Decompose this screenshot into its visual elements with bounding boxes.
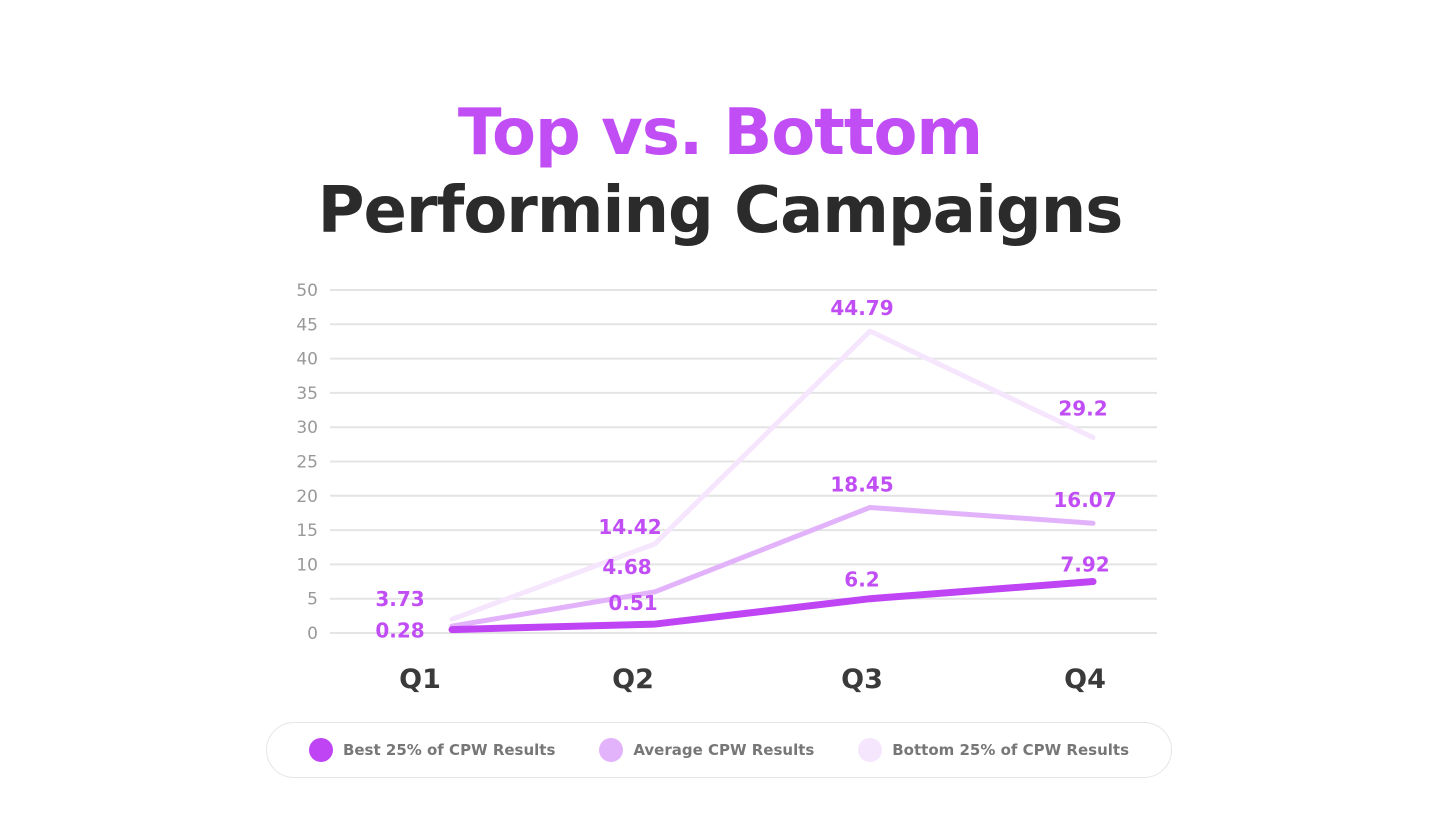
legend-swatch-icon bbox=[858, 738, 883, 762]
data-label: 0.28 bbox=[375, 619, 424, 643]
y-tick-label: 0 bbox=[307, 624, 318, 644]
y-tick-label: 25 bbox=[296, 453, 318, 473]
series-line-0 bbox=[448, 578, 1097, 634]
x-tick-label: Q1 bbox=[399, 664, 441, 695]
title-line-1: Top vs. Bottom bbox=[457, 96, 983, 170]
legend-label: Bottom 25% of CPW Results bbox=[892, 741, 1130, 759]
y-tick-label: 15 bbox=[296, 521, 318, 541]
legend-item: Best 25% of CPW Results bbox=[308, 738, 556, 762]
y-tick-label: 45 bbox=[296, 315, 318, 335]
y-tick-label: 50 bbox=[296, 281, 318, 301]
data-label: 0.51 bbox=[608, 591, 657, 615]
data-label: 4.68 bbox=[602, 555, 651, 579]
title-line-2: Performing Campaigns bbox=[317, 174, 1124, 248]
y-tick-label: 20 bbox=[296, 487, 318, 507]
legend-label: Best 25% of CPW Results bbox=[342, 741, 556, 759]
x-tick-label: Q3 bbox=[841, 664, 883, 695]
legend-swatch-icon bbox=[308, 738, 333, 762]
series-line-1 bbox=[449, 504, 1096, 629]
data-label: 6.2 bbox=[844, 568, 879, 592]
y-tick-label: 30 bbox=[296, 418, 318, 438]
y-tick-label: 35 bbox=[296, 384, 318, 404]
series-line-2 bbox=[449, 328, 1096, 622]
x-tick-label: Q2 bbox=[612, 664, 654, 695]
data-label: 3.73 bbox=[375, 587, 424, 611]
legend-item: Average CPW Results bbox=[599, 738, 814, 762]
legend-swatch-icon bbox=[599, 738, 624, 762]
legend-label: Average CPW Results bbox=[633, 741, 815, 759]
data-label: 44.79 bbox=[830, 296, 893, 320]
data-label: 29.2 bbox=[1058, 396, 1107, 420]
y-tick-label: 40 bbox=[296, 350, 318, 370]
data-label: 16.07 bbox=[1053, 488, 1116, 512]
data-label: 18.45 bbox=[830, 472, 893, 496]
y-tick-label: 5 bbox=[307, 590, 318, 610]
data-label: 14.42 bbox=[598, 515, 661, 539]
x-tick-label: Q4 bbox=[1064, 664, 1106, 695]
legend-item: Bottom 25% of CPW Results bbox=[858, 738, 1129, 762]
data-label: 7.92 bbox=[1060, 553, 1109, 577]
legend: Best 25% of CPW Results Average CPW Resul… bbox=[266, 722, 1172, 778]
y-tick-label: 10 bbox=[296, 555, 318, 575]
